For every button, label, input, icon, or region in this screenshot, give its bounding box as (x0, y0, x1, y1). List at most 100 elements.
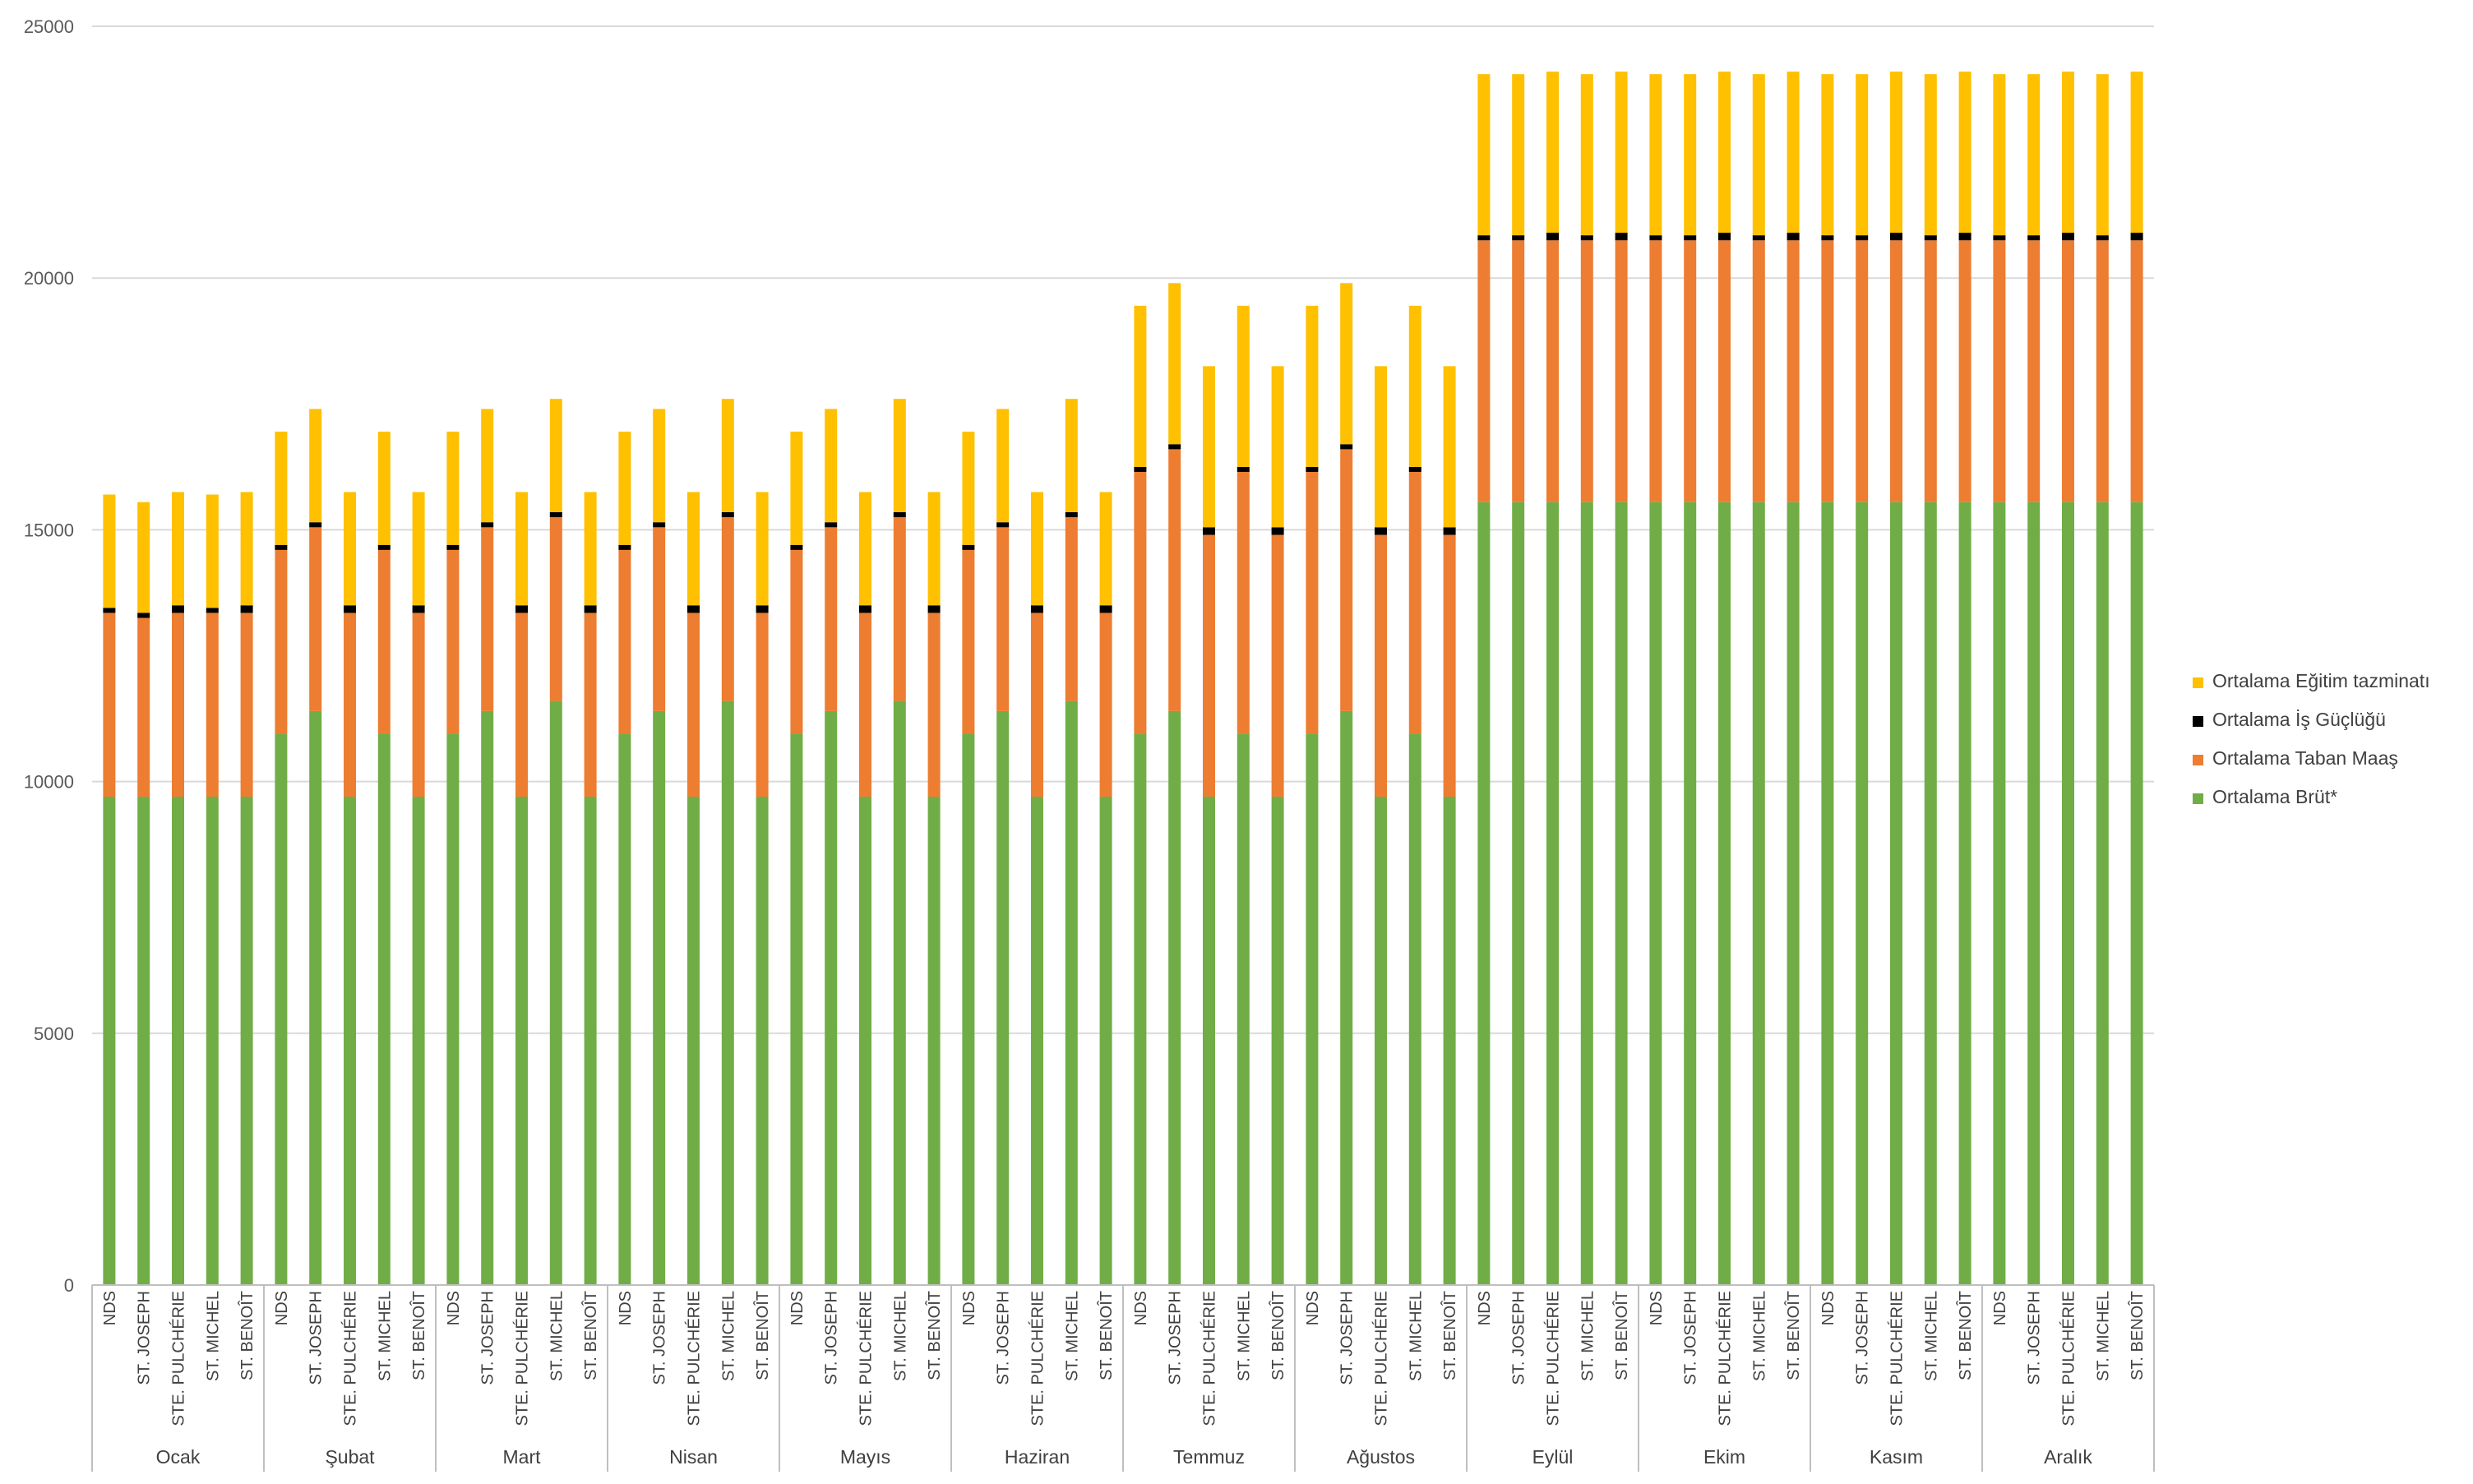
x-category-label: ST. JOSEPH (1682, 1291, 1700, 1385)
bar-segment (172, 796, 184, 1285)
bar-segment (1787, 233, 1800, 241)
bar-segment (172, 492, 184, 606)
y-tick-label: 15000 (24, 520, 74, 540)
bar-segment (1787, 502, 1800, 1285)
x-category-label: ST. MICHEL (1922, 1291, 1940, 1381)
bar-segment (1684, 74, 1697, 236)
bar-segment (1821, 502, 1834, 1285)
bar-segment (1649, 74, 1662, 236)
month-label: Mart (503, 1446, 542, 1468)
x-category-label: ST. BENOÎT (1269, 1291, 1287, 1380)
x-category-label: ST. BENOÎT (1097, 1291, 1116, 1380)
bar-segment (927, 492, 941, 606)
bar-segment (1993, 502, 2006, 1285)
bar-segment (618, 733, 631, 1285)
bar-segment (412, 605, 425, 613)
month-label: Temmuz (1173, 1446, 1245, 1468)
legend-swatch (2193, 793, 2203, 804)
bar-segment (240, 613, 253, 797)
bar-segment (515, 605, 528, 613)
legend: Ortalama Eğitim tazminatı Ortalama İş Güç… (2193, 670, 2430, 807)
bar-segment (515, 796, 528, 1285)
y-tick-label: 5000 (34, 1024, 74, 1044)
bar-segment (549, 399, 562, 512)
bar-segment (1546, 240, 1559, 502)
bar-segment (344, 796, 356, 1285)
bar-segment (1856, 240, 1869, 502)
bar-segment (1615, 233, 1628, 241)
x-category-label: NDS (1132, 1291, 1150, 1325)
bar-segment (687, 613, 700, 797)
bar-segment (687, 492, 700, 606)
bar-segment (1924, 240, 1937, 502)
bar-segment (1752, 502, 1765, 1285)
bar-segment (653, 409, 666, 523)
bar-segment (653, 522, 666, 528)
bar-segment (859, 613, 871, 797)
month-label: Ocak (156, 1446, 201, 1468)
bar-segment (275, 544, 288, 550)
bar-segment (1580, 235, 1593, 241)
bar-segment (309, 522, 322, 528)
bar-segment (1168, 449, 1181, 711)
bar-segment (1065, 700, 1078, 1285)
bar-segment (309, 527, 322, 711)
x-category-label: NDS (960, 1291, 978, 1325)
bar-segment (1271, 527, 1284, 535)
month-label: Eylül (1532, 1446, 1574, 1468)
bar-segment (1856, 235, 1869, 241)
bar-segment (1168, 710, 1181, 1285)
bar-segment (790, 549, 803, 734)
bar-segment (1340, 449, 1353, 711)
x-category-label: STE. PULCHÉRIE (1200, 1291, 1219, 1426)
bar-segment (2096, 502, 2109, 1285)
bar-segment (1649, 502, 1662, 1285)
x-category-label: ST. JOSEPH (995, 1291, 1013, 1385)
bar-segment (1271, 534, 1284, 797)
bar-segment (206, 613, 219, 797)
bar-segment (927, 613, 941, 797)
legend-swatch (2193, 755, 2203, 765)
bar-segment (1787, 72, 1800, 233)
bar-segment (1580, 502, 1593, 1285)
x-category-label: STE. PULCHÉRIE (169, 1291, 188, 1426)
y-tick-label: 25000 (24, 16, 74, 37)
bar-segment (2062, 240, 2074, 502)
y-tick-label: 10000 (24, 772, 74, 793)
bar-segment (996, 710, 1010, 1285)
bar-segment (1340, 710, 1353, 1285)
bar-segment (1924, 502, 1937, 1285)
bar-segment (172, 605, 184, 613)
x-category-label: ST. MICHEL (376, 1291, 394, 1381)
bar-segment (137, 617, 150, 797)
bar-segment (825, 409, 838, 523)
x-category-label: ST. BENOÎT (581, 1291, 600, 1380)
bar-segment (103, 613, 116, 797)
bar-segment (137, 502, 150, 613)
month-label: Kasım (1870, 1446, 1923, 1468)
bar-segment (481, 710, 494, 1285)
bar-segment (1684, 235, 1697, 241)
bar-segment (1477, 235, 1491, 241)
bar-segment (172, 613, 184, 797)
x-category-label: ST. JOSEPH (651, 1291, 669, 1385)
bar-segment (927, 605, 941, 613)
x-category-label: STE. PULCHÉRIE (2059, 1291, 2078, 1426)
bar-segment (412, 492, 425, 606)
bar-segment (1340, 444, 1353, 450)
month-label: Ekim (1703, 1446, 1745, 1468)
x-category-label: NDS (1991, 1291, 2009, 1325)
bar-segment (1306, 466, 1319, 472)
bar-segment (996, 522, 1010, 528)
month-label: Mayıs (840, 1446, 890, 1468)
x-category-label: STE. PULCHÉRIE (1888, 1291, 1907, 1426)
x-category-label: STE. PULCHÉRIE (513, 1291, 532, 1426)
x-category-label: ST. BENOÎT (753, 1291, 772, 1380)
bar-segment (996, 409, 1010, 523)
x-category-label: STE. PULCHÉRIE (1716, 1291, 1735, 1426)
x-category-label: ST. MICHEL (548, 1291, 566, 1381)
bar-segment (1615, 72, 1628, 233)
bar-segment (1443, 796, 1456, 1285)
bar-segment (687, 796, 700, 1285)
